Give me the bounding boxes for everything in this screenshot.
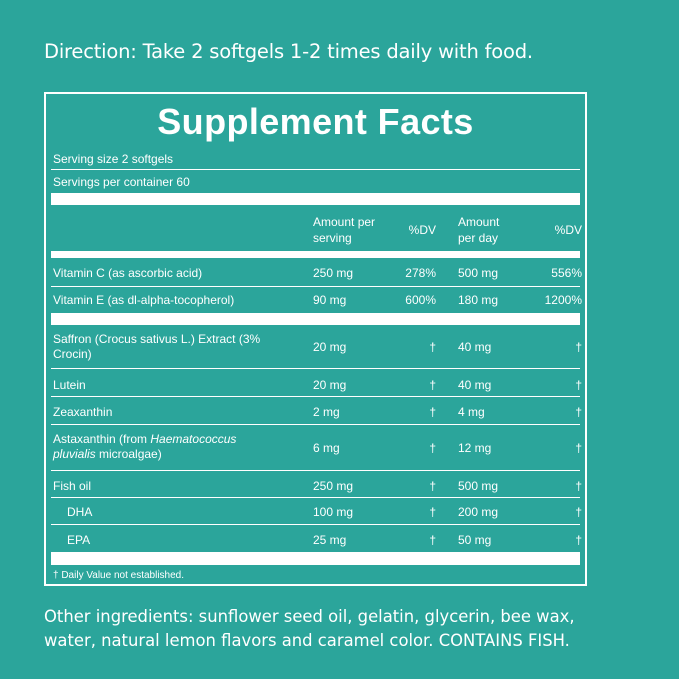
row-name: DHA [67, 505, 93, 519]
header-amount-line2: serving [313, 231, 352, 245]
row-name-line2: pluvialis microalgae) [53, 447, 236, 462]
header-amount-day-line1: Amount [458, 215, 500, 229]
row-name-line1: Astaxanthin (from Haematococcus [53, 432, 236, 447]
row-serving: 20 mg [313, 340, 347, 354]
row-name: Zeaxanthin [53, 405, 113, 419]
row-day: 40 mg [458, 340, 492, 354]
row-divider [51, 286, 580, 287]
row-day: 180 mg [458, 293, 499, 307]
row-name: Vitamin E (as dl-alpha-tocopherol) [53, 293, 235, 307]
row-name-line2: Crocin) [53, 347, 92, 361]
facts-title: Supplement Facts [157, 101, 474, 142]
row-dv2: † [575, 505, 582, 519]
row-day: 4 mg [458, 405, 485, 419]
row-serving: 100 mg [313, 505, 354, 519]
header-amount-day-line2: per day [458, 231, 499, 245]
row-serving: 250 mg [313, 266, 354, 280]
row-name: Fish oil [53, 479, 92, 493]
row-name: Lutein [53, 378, 86, 392]
row-dv1: † [429, 533, 436, 547]
row-dv1: 600% [405, 293, 436, 307]
thick-divider [51, 552, 580, 565]
divider [51, 169, 580, 170]
direction-text: Direction: Take 2 softgels 1-2 times dai… [44, 40, 533, 63]
row-day: 500 mg [458, 266, 499, 280]
row-divider [51, 424, 580, 425]
header-amount-per-serving: Amount per serving [313, 214, 375, 246]
row-dv1: † [429, 479, 436, 493]
row-dv1: † [429, 505, 436, 519]
row-day: 500 mg [458, 479, 499, 493]
row-name: Vitamin C (as ascorbic acid) [53, 266, 203, 280]
row-serving: 90 mg [313, 293, 347, 307]
servings-per-container: Servings per container 60 [53, 175, 190, 189]
other-ingredients: Other ingredients: sunflower seed oil, g… [44, 605, 644, 653]
row-serving: 2 mg [313, 405, 340, 419]
other-ingredients-line2: water, natural lemon flavors and caramel… [44, 631, 570, 650]
row-serving: 250 mg [313, 479, 354, 493]
row-dv2: 556% [551, 266, 582, 280]
row-serving: 6 mg [313, 441, 340, 455]
row-dv1: † [429, 340, 436, 354]
row-name: EPA [67, 533, 91, 547]
footnote: † Daily Value not established. [53, 570, 185, 581]
row-name: Astaxanthin (from Haematococcus pluviali… [53, 432, 236, 462]
serving-size: Serving size 2 softgels [53, 152, 174, 166]
row-name-italic: Haematococcus [150, 432, 237, 446]
row-dv2: † [575, 441, 582, 455]
row-divider [51, 497, 580, 498]
row-dv2: † [575, 533, 582, 547]
row-day: 40 mg [458, 378, 492, 392]
row-dv1: † [429, 441, 436, 455]
header-dv2: %DV [554, 223, 582, 237]
other-ingredients-line1: Other ingredients: sunflower seed oil, g… [44, 607, 575, 626]
thick-divider [51, 313, 580, 325]
row-name-part: Astaxanthin (from [53, 432, 151, 446]
row-name-part: microalgae) [95, 447, 162, 461]
medium-divider [51, 251, 580, 258]
row-dv2: 1200% [544, 293, 582, 307]
row-dv2: † [575, 405, 582, 419]
row-dv2: † [575, 340, 582, 354]
row-dv1: 278% [405, 266, 436, 280]
header-amount-per-day: Amount per day [458, 214, 499, 246]
row-day: 12 mg [458, 441, 492, 455]
header-dv1: %DV [408, 223, 436, 237]
row-day: 50 mg [458, 533, 492, 547]
row-serving: 20 mg [313, 378, 347, 392]
supplement-facts-panel: Supplement Facts Serving size 2 softgels… [44, 92, 587, 586]
row-dv2: † [575, 479, 582, 493]
row-name-line1: Saffron (Crocus sativus L.) Extract (3% [53, 332, 261, 346]
row-divider [51, 396, 580, 397]
row-divider [51, 524, 580, 525]
row-serving: 25 mg [313, 533, 347, 547]
header-amount-line1: Amount per [313, 215, 376, 229]
row-name: Saffron (Crocus sativus L.) Extract (3% … [53, 332, 260, 362]
thick-divider [51, 193, 580, 205]
row-dv2: † [575, 378, 582, 392]
row-name-italic: pluvialis [53, 447, 96, 461]
row-dv1: † [429, 405, 436, 419]
row-divider [51, 368, 580, 369]
row-day: 200 mg [458, 505, 499, 519]
row-divider [51, 470, 580, 471]
row-dv1: † [429, 378, 436, 392]
